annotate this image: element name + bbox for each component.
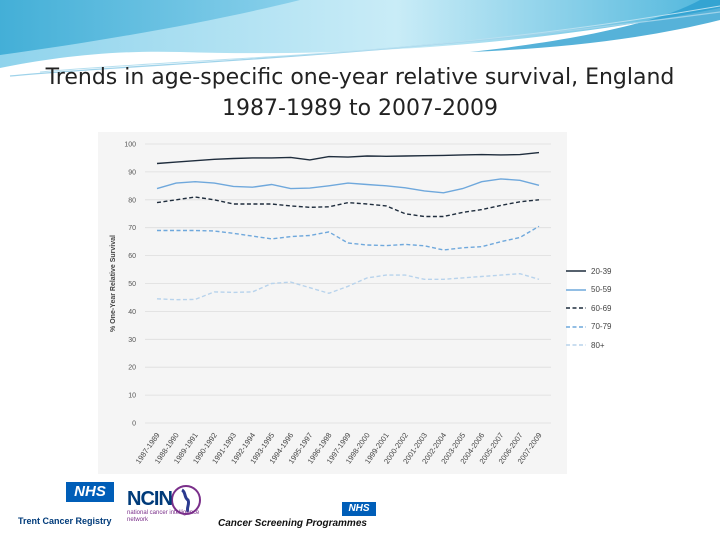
series-line-50-59 bbox=[156, 178, 540, 194]
y-tick-label: 60 bbox=[128, 253, 136, 260]
legend-swatch bbox=[566, 289, 586, 291]
chart-panel bbox=[98, 132, 567, 474]
y-tick-label: 20 bbox=[128, 365, 136, 372]
legend-label: 50-59 bbox=[591, 285, 612, 295]
legend-swatch bbox=[566, 270, 586, 272]
y-axis-title: % One-Year Relative Survival bbox=[110, 235, 117, 332]
legend-label: 60-69 bbox=[591, 303, 612, 313]
slide-title-line-1: Trends in age-specific one-year relative… bbox=[45, 65, 675, 90]
y-tick-label: 80 bbox=[128, 197, 136, 204]
y-tick-label: 0 bbox=[132, 421, 136, 428]
csp-nhs-logo: NHS bbox=[342, 502, 376, 516]
series-line-60-69 bbox=[156, 196, 540, 218]
ncin-logo-subtitle: national cancer intelligence network bbox=[127, 510, 200, 523]
series-line-20-39 bbox=[156, 151, 540, 165]
cancer-screening-programmes-label: Cancer Screening Programmes bbox=[218, 518, 367, 529]
legend-swatch bbox=[566, 307, 586, 309]
series-line-70-79 bbox=[157, 225, 540, 251]
legend-item-70-79: 70-79 bbox=[566, 318, 646, 337]
legend-item-50-59: 50-59 bbox=[566, 281, 646, 300]
trent-nhs-logo: NHS bbox=[66, 482, 114, 502]
line-chart: 0 10 20 30 40 50 60 70 80 90 100 % One-Year Relativ… bbox=[110, 142, 551, 466]
y-tick-label: 70 bbox=[128, 225, 136, 232]
legend-label: 80+ bbox=[591, 340, 605, 350]
y-tick-label: 10 bbox=[128, 393, 136, 400]
ncin-logo-text: NCIN bbox=[127, 488, 173, 510]
trent-cancer-registry-label: Trent Cancer Registry bbox=[18, 516, 112, 526]
legend-label: 20-39 bbox=[591, 266, 612, 276]
y-tick-label: 90 bbox=[128, 169, 136, 176]
slide-title-line-2: 1987-1989 to 2007-2009 bbox=[222, 96, 498, 121]
chart-legend: 20-39 50-59 60-69 70-79 80+ bbox=[566, 262, 646, 355]
legend-swatch bbox=[566, 326, 586, 328]
y-tick-label: 30 bbox=[128, 337, 136, 344]
header-swoosh-decoration bbox=[0, 0, 720, 77]
legend-item-80+: 80+ bbox=[566, 336, 646, 355]
y-tick-label: 40 bbox=[128, 309, 136, 316]
legend-swatch bbox=[566, 344, 586, 346]
y-tick-label: 100 bbox=[124, 142, 136, 149]
slide-title: Trends in age-specific one-year relative… bbox=[20, 62, 700, 124]
y-tick-label: 50 bbox=[128, 281, 136, 288]
footer-logos: NHS Trent Cancer Registry NCIN national … bbox=[0, 476, 720, 540]
series-line-80+ bbox=[156, 272, 540, 301]
legend-item-20-39: 20-39 bbox=[566, 262, 646, 281]
legend-item-60-69: 60-69 bbox=[566, 299, 646, 318]
ncin-logo-mark bbox=[171, 485, 201, 515]
legend-label: 70-79 bbox=[591, 322, 612, 332]
